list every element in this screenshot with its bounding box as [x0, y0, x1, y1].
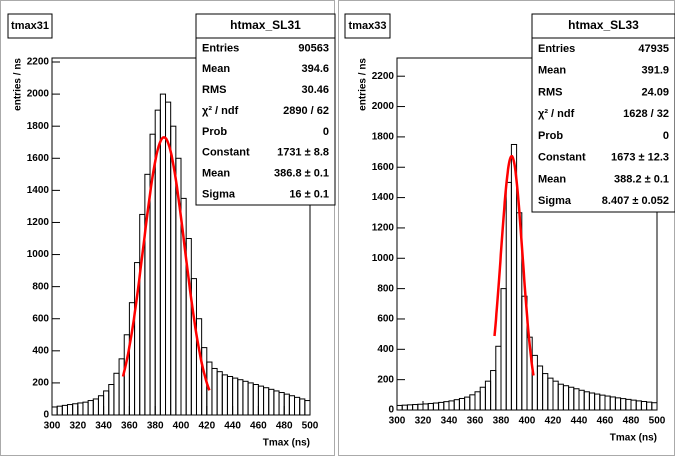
x-tick-label: 400 [519, 416, 536, 427]
y-tick-label: 2200 [27, 57, 50, 68]
x-tick-label: 380 [147, 421, 164, 432]
y-tick-label: 1800 [372, 132, 395, 143]
x-tick-label: 360 [121, 421, 138, 432]
stats-label: RMS [538, 86, 562, 98]
y-tick-label: 2200 [372, 71, 395, 82]
y-tick-label: 1200 [372, 223, 395, 234]
stats-label: Mean [202, 63, 230, 75]
stats-label: χ² / ndf [202, 105, 239, 117]
x-tick-label: 400 [173, 421, 190, 432]
y-axis-label: entries / ns [358, 58, 369, 111]
pad-title: tmax33 [349, 20, 387, 32]
x-tick-label: 420 [545, 416, 562, 427]
stats-value: 0 [663, 130, 669, 142]
stats-label: Mean [538, 173, 566, 185]
stats-value: 24.09 [641, 86, 669, 98]
stats-title: htmax_SL33 [568, 18, 639, 32]
stats-value: 16 ± 0.1 [289, 188, 329, 200]
x-tick-label: 480 [276, 421, 293, 432]
x-tick-label: 340 [95, 421, 112, 432]
y-axis-label: entries / ns [13, 58, 24, 111]
stats-label: Constant [202, 147, 250, 159]
y-tick-label: 400 [32, 345, 49, 356]
y-tick-label: 800 [377, 283, 394, 294]
stats-box [195, 13, 336, 206]
x-tick-label: 300 [389, 416, 406, 427]
y-tick-label: 1600 [372, 162, 395, 173]
y-tick-label: 0 [388, 405, 394, 416]
x-tick-label: 460 [597, 416, 614, 427]
stats-value: 47935 [638, 43, 669, 55]
y-tick-label: 600 [32, 313, 49, 324]
fit-curve [121, 135, 211, 391]
y-tick-label: 1000 [372, 253, 395, 264]
stats-title: htmax_SL31 [230, 18, 301, 32]
stats-value: 0 [323, 126, 329, 138]
y-tick-label: 1200 [27, 217, 50, 228]
stats-value: 90563 [298, 42, 329, 54]
y-tick-label: 1400 [27, 185, 50, 196]
y-tick-label: 200 [32, 378, 49, 389]
stats-label: Entries [538, 43, 575, 55]
y-tick-label: 800 [32, 281, 49, 292]
y-tick-label: 1000 [27, 249, 50, 260]
x-tick-label: 380 [493, 416, 510, 427]
stats-label: Entries [202, 42, 239, 54]
x-axis-label: Tmax (ns) [263, 438, 310, 449]
fit-curve [493, 154, 535, 376]
y-tick-label: 1400 [372, 192, 395, 203]
y-tick-label: 1600 [27, 153, 50, 164]
x-tick-label: 340 [441, 416, 458, 427]
stats-value: 388.2 ± 0.1 [614, 173, 669, 185]
stats-label: Prob [202, 126, 227, 138]
pad-title: tmax31 [11, 20, 49, 32]
y-tick-label: 400 [377, 344, 394, 355]
x-axis-label: Tmax (ns) [610, 433, 657, 444]
pad: 300 320 340 360 380 400 420 440 460 480 500 0 200 400… [338, 0, 675, 456]
y-tick-label: 1800 [27, 121, 50, 132]
stats-label: Sigma [202, 188, 236, 200]
stats-value: 30.46 [301, 84, 329, 96]
title-box [7, 13, 53, 39]
stats-label: Mean [202, 168, 230, 180]
x-tick-label: 440 [571, 416, 588, 427]
stats-label: Sigma [538, 195, 572, 207]
stats-label: Mean [538, 65, 566, 77]
x-tick-label: 500 [302, 421, 319, 432]
stats-box [531, 13, 675, 213]
x-tick-label: 300 [44, 421, 61, 432]
y-tick-label: 2000 [27, 89, 50, 100]
x-tick-label: 440 [224, 421, 241, 432]
y-tick-label: 0 [43, 410, 49, 421]
x-tick-label: 480 [623, 416, 640, 427]
stats-value: 1731 ± 8.8 [277, 147, 329, 159]
stats-value: 394.6 [301, 63, 329, 75]
x-tick-label: 460 [250, 421, 267, 432]
stats-value: 2890 / 62 [283, 105, 329, 117]
title-box [344, 13, 391, 39]
y-tick-label: 2000 [372, 101, 395, 112]
pad: 300 320 340 360 380 400 420 440 460 480 500 0 200 400… [0, 0, 336, 456]
x-tick-label: 320 [415, 416, 432, 427]
stats-value: 1628 / 32 [623, 108, 669, 120]
stats-value: 8.407 ± 0.052 [602, 195, 669, 207]
y-tick-label: 200 [377, 374, 394, 385]
x-tick-label: 500 [649, 416, 666, 427]
x-tick-label: 360 [467, 416, 484, 427]
x-tick-label: 320 [69, 421, 86, 432]
stats-label: χ² / ndf [538, 108, 575, 120]
stats-value: 391.9 [641, 65, 669, 77]
x-tick-label: 420 [198, 421, 215, 432]
y-tick-label: 600 [377, 314, 394, 325]
stats-value: 386.8 ± 0.1 [274, 168, 329, 180]
stats-label: Prob [538, 130, 563, 142]
stats-label: RMS [202, 84, 226, 96]
stats-label: Constant [538, 152, 586, 164]
stats-value: 1673 ± 12.3 [611, 152, 669, 164]
